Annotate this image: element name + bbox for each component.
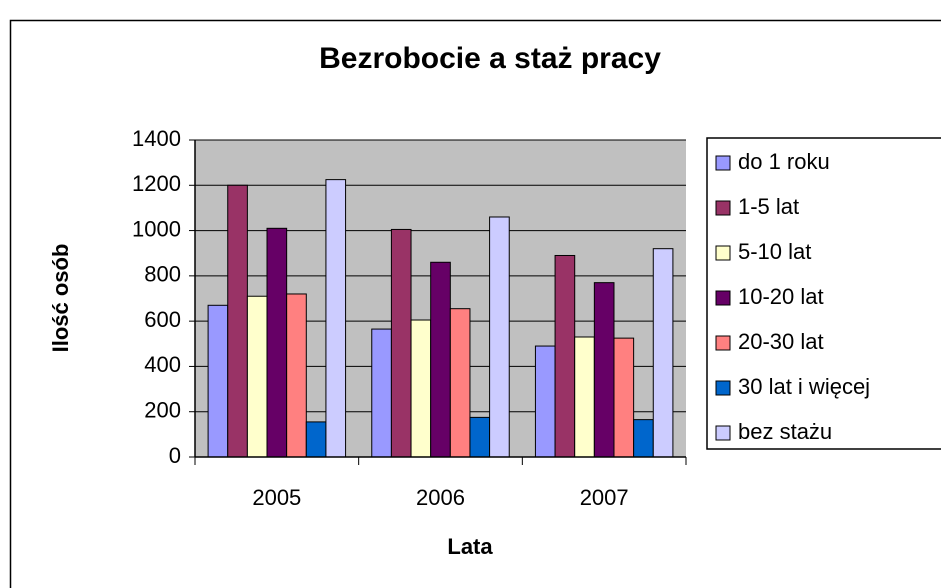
legend-key [715, 380, 731, 396]
legend-label: do 1 roku [738, 149, 830, 174]
bar [633, 419, 654, 458]
bar [554, 254, 576, 458]
y-tick-label: 1000 [132, 216, 181, 241]
legend-key [715, 155, 731, 171]
bar [390, 228, 412, 458]
bar [574, 336, 595, 458]
bar [430, 261, 451, 458]
legend-box [706, 137, 941, 450]
legend-key [715, 245, 731, 261]
legend-label: 20-30 lat [738, 329, 824, 354]
x-tick-label: 2007 [580, 485, 629, 510]
legend-key [715, 200, 731, 216]
legend-key [715, 425, 731, 441]
y-tick-label: 400 [144, 352, 181, 377]
legend-label: 30 lat i więcej [738, 374, 870, 399]
y-tick-label: 0 [169, 443, 181, 468]
legend-label: 1-5 lat [738, 194, 799, 219]
y-tick-label: 800 [144, 262, 181, 287]
y-tick-label: 1400 [132, 126, 181, 151]
bar [534, 345, 556, 458]
bar [266, 227, 288, 458]
bar [613, 337, 635, 458]
bar [449, 308, 471, 458]
bar [469, 416, 491, 458]
legend-label: 10-20 lat [738, 284, 824, 309]
x-axis-label: Lata [447, 534, 493, 559]
x-tick-label: 2005 [252, 485, 301, 510]
legend-label: 5-10 lat [738, 239, 811, 264]
y-tick-label: 200 [144, 398, 181, 423]
x-tick-label: 2006 [416, 485, 465, 510]
y-tick-label: 600 [144, 307, 181, 332]
bar [371, 328, 392, 458]
bar [305, 421, 327, 458]
y-axis-label: Ilość osób [48, 244, 73, 353]
bar [325, 179, 347, 458]
y-tick-label: 1200 [132, 171, 181, 196]
bar [410, 319, 432, 458]
chart-title: Bezrobocie a staż pracy [319, 42, 661, 75]
bar [652, 248, 674, 458]
bar [246, 295, 268, 458]
bar [489, 216, 510, 458]
bar [227, 184, 248, 458]
legend-key [715, 335, 731, 351]
legend-label: bez stażu [738, 419, 832, 444]
bar [593, 282, 615, 458]
legend-key [715, 290, 731, 306]
bar [207, 304, 229, 458]
bar [286, 293, 307, 458]
